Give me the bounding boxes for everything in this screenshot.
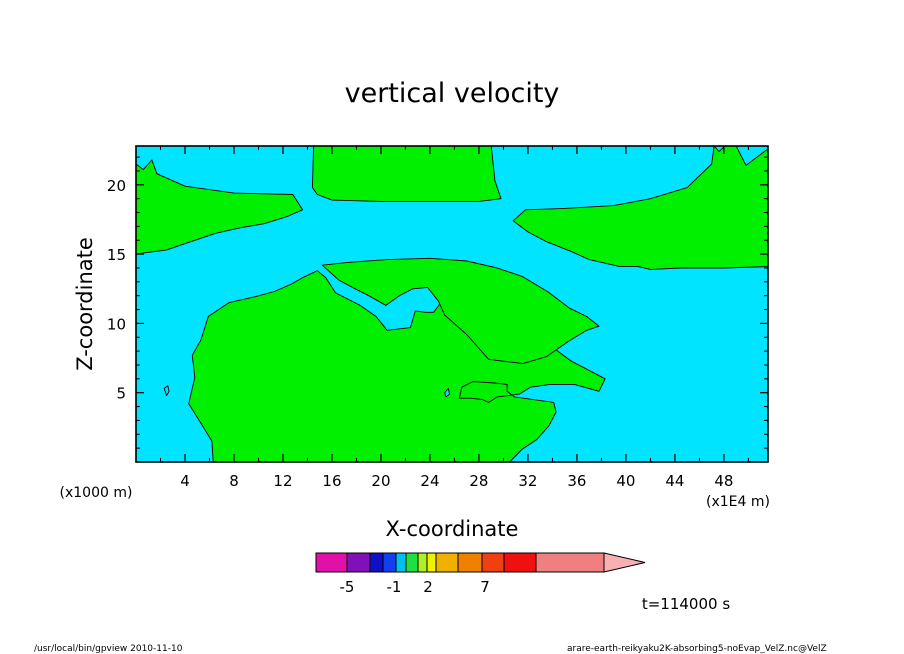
footer-right: arare-earth-reikyaku2K-absorbing5-noEvap… <box>567 644 827 654</box>
region-cyan-7 <box>444 388 451 398</box>
colorbar: -5 -1 2 7 <box>315 552 646 596</box>
y-tick-label: 15 <box>107 246 126 264</box>
footer-left: /usr/local/bin/gpview 2010-11-10 <box>34 644 183 654</box>
y-tick-label: 20 <box>107 177 126 195</box>
x-tick-label: 44 <box>665 472 684 490</box>
x-tick-label: 8 <box>229 472 239 490</box>
region-green-2 <box>311 145 502 202</box>
colorbar-swatch <box>315 552 348 573</box>
y-axis-label: Z-coordinate <box>73 237 97 371</box>
chart-title: vertical velocity <box>345 78 560 109</box>
time-label: t=114000 s <box>642 595 730 613</box>
colorbar-swatch <box>481 552 505 573</box>
colorbar-label: -1 <box>387 578 402 596</box>
x-axis-label: X-coordinate <box>386 517 519 541</box>
colorbar-arrow <box>603 552 646 573</box>
region-cyan-6 <box>163 385 170 396</box>
colorbar-swatch <box>346 552 371 573</box>
region-green-1 <box>135 159 304 255</box>
plot-frame <box>135 145 769 463</box>
colorbar-swatch <box>435 552 459 573</box>
y-tick-label: 5 <box>116 385 126 403</box>
colorbar-swatch <box>417 552 428 573</box>
colorbar-swatch <box>457 552 483 573</box>
x-tick-label: 12 <box>273 472 292 490</box>
x-tick-label: 32 <box>518 472 537 490</box>
x-tick-label: 4 <box>180 472 190 490</box>
x-tick-label: 16 <box>322 472 341 490</box>
colorbar-swatch <box>503 552 537 573</box>
colorbar-swatch <box>382 552 397 573</box>
x-unit-label: (x1E4 m) <box>706 494 770 510</box>
x-tick-label: 24 <box>420 472 439 490</box>
x-tick-label: 28 <box>469 472 488 490</box>
colorbar-label: 2 <box>423 578 433 596</box>
colorbar-swatch <box>535 552 605 573</box>
colorbar-label: 7 <box>480 578 490 596</box>
y-tick-label: 10 <box>107 315 126 333</box>
colorbar-swatch <box>369 552 384 573</box>
x-tick-label: 40 <box>616 472 635 490</box>
x-tick-label: 20 <box>371 472 390 490</box>
region-green-5 <box>321 257 600 365</box>
colorbar-swatch <box>395 552 407 573</box>
y-unit-label: (x1000 m) <box>60 485 133 501</box>
colorbar-swatch <box>405 552 419 573</box>
colorbar-swatch <box>426 552 437 573</box>
x-tick-label: 48 <box>714 472 733 490</box>
x-tick-label: 36 <box>567 472 586 490</box>
colorbar-label: -5 <box>340 578 355 596</box>
